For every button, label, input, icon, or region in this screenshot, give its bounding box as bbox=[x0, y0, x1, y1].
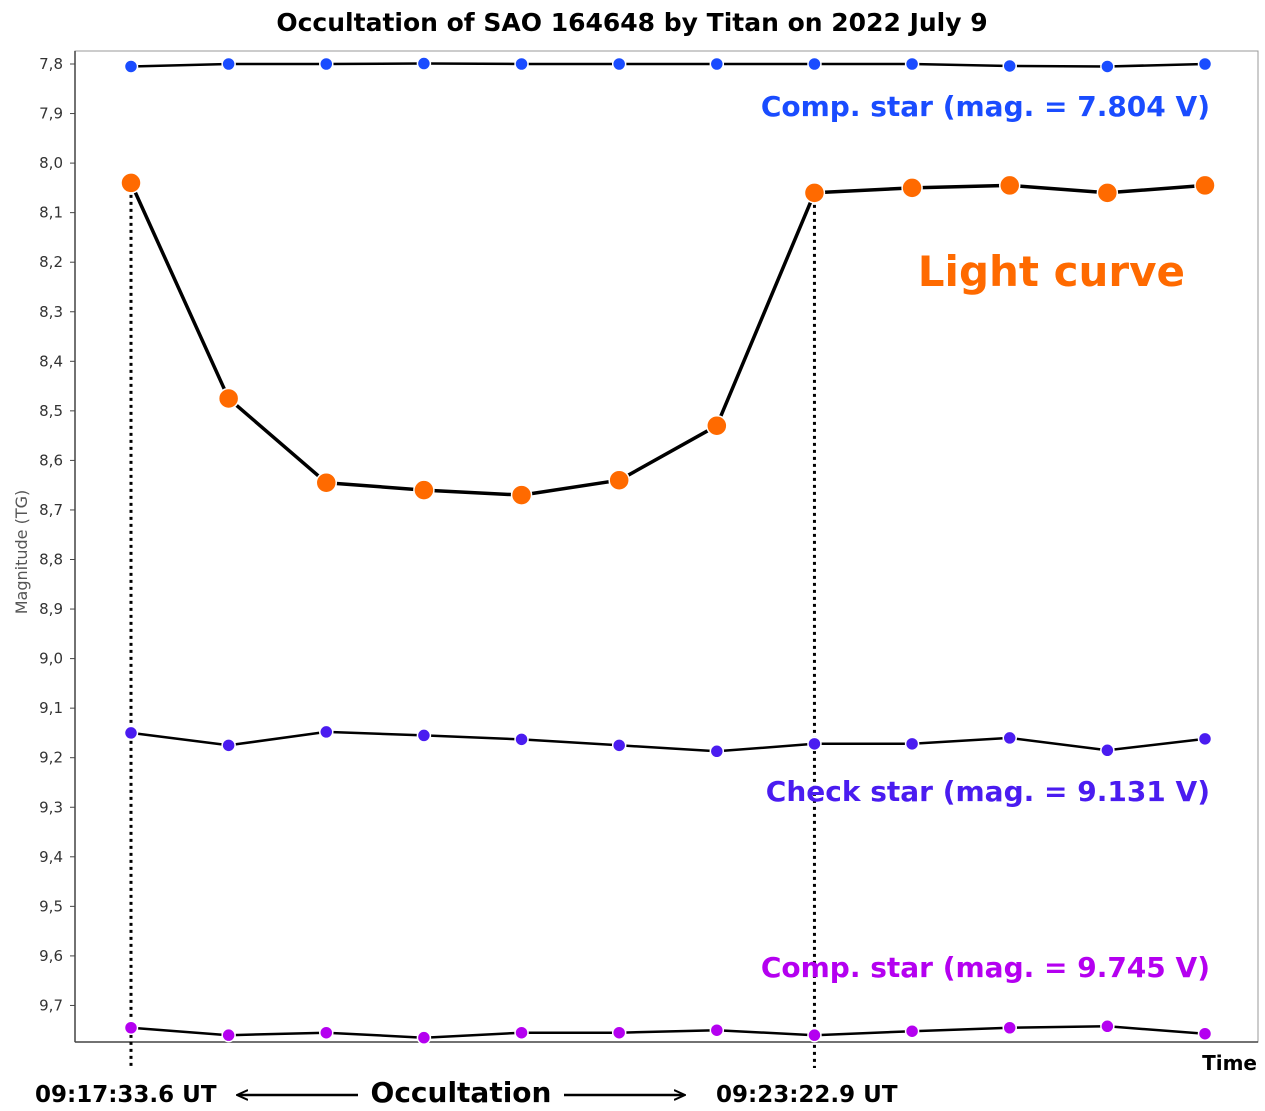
annotation-check-star: Check star (mag. = 9.131 V) bbox=[766, 775, 1210, 808]
data-point-comp-star-faint bbox=[1100, 1019, 1115, 1034]
data-point-comp-star-bright bbox=[319, 56, 334, 72]
series-layer bbox=[120, 56, 1216, 1045]
data-point-check-star bbox=[1197, 731, 1213, 747]
data-point-comp-star-bright bbox=[1100, 59, 1115, 74]
data-point-comp-star-bright bbox=[123, 59, 139, 74]
series-comp-star-bright bbox=[123, 56, 1213, 74]
y-tick-label: 9,5 bbox=[39, 897, 63, 915]
data-point-comp-star-bright bbox=[807, 56, 822, 72]
y-tick-label: 8,9 bbox=[39, 600, 63, 618]
data-point-comp-star-faint bbox=[1197, 1026, 1213, 1041]
y-tick-label: 8,7 bbox=[39, 501, 63, 519]
y-tick-label: 9,2 bbox=[39, 749, 63, 767]
x-axis-label: Time bbox=[1202, 1051, 1257, 1075]
series-line-comp-star-bright bbox=[130, 62, 1206, 68]
plot-frame bbox=[74, 50, 1259, 1043]
data-point-comp-star-faint bbox=[514, 1025, 529, 1040]
start-time-label: 09:17:33.6 UT bbox=[35, 1082, 217, 1108]
data-point-comp-star-bright bbox=[1002, 58, 1017, 74]
data-point-comp-star-faint bbox=[416, 1030, 432, 1045]
data-point-comp-star-faint bbox=[123, 1020, 139, 1035]
data-point-check-star bbox=[709, 744, 725, 759]
data-point-check-star bbox=[514, 732, 529, 747]
data-point-light-curve bbox=[803, 182, 826, 204]
series-check-star bbox=[123, 724, 1213, 759]
data-point-light-curve bbox=[998, 174, 1021, 197]
data-point-light-curve bbox=[1194, 174, 1216, 197]
data-point-light-curve bbox=[217, 387, 240, 410]
data-point-light-curve bbox=[901, 177, 923, 199]
y-tick-label: 9,4 bbox=[39, 848, 63, 866]
series-light-curve bbox=[120, 172, 1216, 506]
y-tick-label: 7,8 bbox=[39, 55, 63, 73]
data-point-light-curve bbox=[120, 172, 142, 194]
series-line-comp-star-faint bbox=[130, 1025, 1206, 1039]
y-tick-label: 9,7 bbox=[39, 996, 63, 1014]
y-tick-label: 9,0 bbox=[39, 650, 63, 668]
data-point-comp-star-faint bbox=[319, 1025, 334, 1040]
series-line-light-curve bbox=[129, 182, 1206, 497]
y-tick-label: 9,6 bbox=[39, 947, 63, 965]
data-point-light-curve bbox=[315, 471, 338, 494]
y-tick-label: 8,2 bbox=[39, 253, 63, 271]
data-point-comp-star-faint bbox=[709, 1022, 725, 1038]
y-tick-label: 8,8 bbox=[39, 551, 63, 569]
y-tick-label: 8,5 bbox=[39, 402, 63, 420]
data-point-check-star bbox=[416, 728, 432, 743]
series-line-check-star bbox=[130, 730, 1206, 753]
y-tick-label: 8,1 bbox=[39, 204, 63, 222]
data-point-comp-star-bright bbox=[611, 56, 627, 72]
data-point-comp-star-faint bbox=[221, 1027, 236, 1043]
y-axis-ticks: 7,8 7,9 8,0 8,1 8,2 8,3 8,4 8,5 8,6 8,7 8,8 8,9 9,0 9… bbox=[39, 55, 75, 1014]
end-time-label: 09:23:22.9 UT bbox=[716, 1082, 898, 1108]
y-tick-label: 7,9 bbox=[39, 105, 63, 123]
annotation-light-curve: Light curve bbox=[918, 247, 1185, 296]
data-point-comp-star-bright bbox=[1197, 56, 1213, 72]
occultation-label: Occultation bbox=[371, 1076, 552, 1109]
data-point-light-curve bbox=[706, 414, 728, 437]
data-point-check-star bbox=[319, 724, 334, 740]
annotation-comp-star-bright: Comp. star (mag. = 7.804 V) bbox=[761, 90, 1210, 123]
annotation-comp-star-faint: Comp. star (mag. = 9.745 V) bbox=[761, 951, 1210, 984]
data-point-check-star bbox=[1002, 730, 1017, 746]
data-point-light-curve bbox=[608, 469, 630, 491]
series-comp-star-faint bbox=[123, 1019, 1213, 1045]
data-point-comp-star-faint bbox=[1002, 1020, 1017, 1035]
data-point-check-star bbox=[221, 738, 236, 753]
data-point-comp-star-bright bbox=[904, 56, 920, 72]
event-markers bbox=[129, 194, 816, 1068]
data-point-comp-star-bright bbox=[416, 56, 432, 71]
data-point-check-star bbox=[123, 725, 139, 741]
data-point-comp-star-faint bbox=[611, 1025, 627, 1040]
y-tick-label: 9,1 bbox=[39, 699, 63, 717]
data-point-light-curve bbox=[413, 479, 435, 501]
data-point-light-curve bbox=[1096, 182, 1119, 204]
data-point-check-star bbox=[611, 738, 627, 753]
data-point-check-star bbox=[1100, 743, 1115, 758]
data-point-comp-star-faint bbox=[807, 1027, 822, 1043]
y-tick-label: 8,6 bbox=[39, 451, 63, 469]
data-point-comp-star-bright bbox=[221, 56, 236, 72]
data-point-check-star bbox=[904, 736, 920, 752]
y-tick-label: 8,0 bbox=[39, 154, 63, 172]
y-tick-label: 9,3 bbox=[39, 798, 63, 816]
y-axis-label: Magnitude (TG) bbox=[12, 490, 31, 615]
data-point-comp-star-faint bbox=[904, 1023, 920, 1039]
data-point-comp-star-bright bbox=[514, 56, 529, 72]
chart-title: Occultation of SAO 164648 by Titan on 20… bbox=[276, 8, 987, 37]
data-point-light-curve bbox=[510, 484, 533, 506]
data-point-comp-star-bright bbox=[709, 56, 725, 72]
data-point-check-star bbox=[807, 736, 822, 752]
y-tick-label: 8,3 bbox=[39, 303, 63, 321]
y-tick-label: 8,4 bbox=[39, 352, 63, 370]
